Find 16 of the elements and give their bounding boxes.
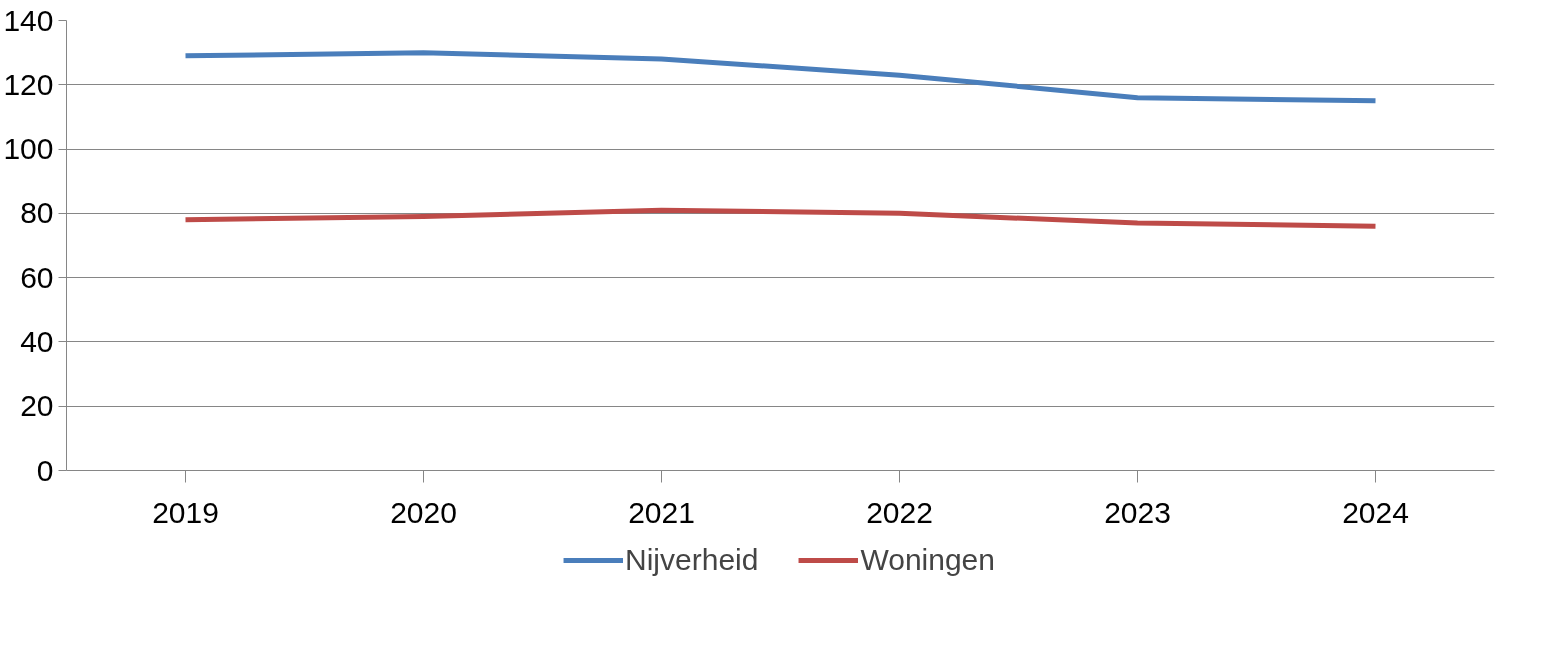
y-tick-label: 40: [20, 324, 54, 358]
y-tick-label: 60: [20, 260, 54, 294]
y-tick-label: 100: [3, 132, 54, 166]
y-tick-label: 140: [3, 3, 54, 37]
x-tick-label: 2019: [152, 495, 219, 529]
y-tick-label: 80: [20, 196, 54, 230]
x-tick-label: 2020: [390, 495, 457, 529]
x-tick-label: 2024: [1342, 495, 1409, 529]
legend-label: Nijverheid: [625, 543, 759, 577]
x-tick-label: 2023: [1104, 495, 1171, 529]
x-tick-label: 2021: [628, 495, 695, 529]
y-tick-label: 20: [20, 389, 54, 423]
y-tick-label: 0: [36, 453, 54, 487]
y-tick-label: 120: [3, 67, 54, 101]
x-tick-label: 2022: [866, 495, 933, 529]
legend-label: Woningen: [860, 543, 995, 577]
